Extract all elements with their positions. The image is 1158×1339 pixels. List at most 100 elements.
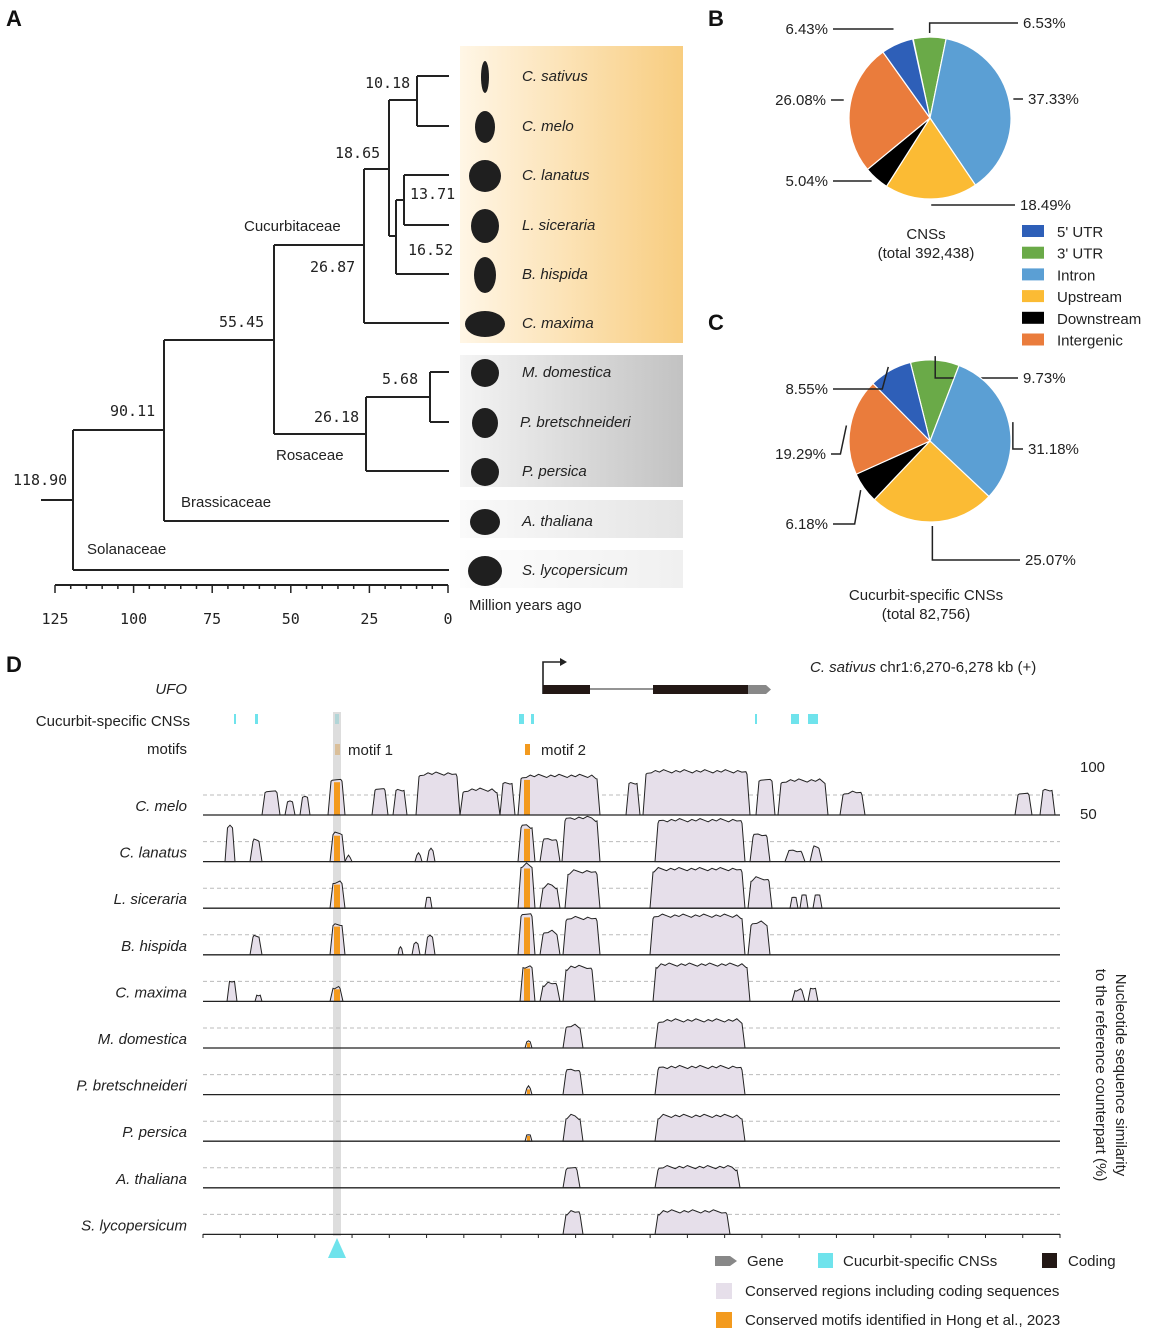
conserved-region [807,987,819,1002]
species-label: C. lanatus [522,167,590,184]
conserved-region [539,981,561,1002]
similarity-track: S. lycopersicum [81,1209,1060,1236]
conserved-region [561,815,601,863]
species-label: A. thaliana [521,513,593,530]
panel-label-a: A [6,6,22,31]
conserved-region [344,854,353,863]
cns-mark [255,714,258,724]
leader-line [1012,422,1023,450]
legend-label: Cucurbit-specific CNSs [843,1253,997,1270]
node-age-label: 13.71 [410,185,455,203]
species-label: B. hispida [522,266,588,283]
conserved-region [654,1164,741,1189]
fruit-silhouette-icon [468,556,502,586]
conserved-region [459,787,501,816]
conserved-motif [524,779,530,815]
pie-data-label: 5.04% [785,173,828,190]
axis-tick-label: 125 [41,610,68,628]
species-label: L. siceraria [522,217,595,234]
pie-subtitle: (total 82,756) [882,606,970,623]
track-species-label: C. lanatus [119,845,187,862]
cns-mark [791,714,799,724]
tss-arrowhead-icon [560,658,567,666]
track-species-label: S. lycopersicum [81,1217,187,1234]
pie-data-label: 9.73% [1023,370,1066,387]
leader-line [931,525,1020,561]
conserved-region [649,913,746,956]
conserved-region [411,941,421,956]
legend-item: 5' UTR [1022,224,1103,241]
phylogenetic-tree: 10.18 18.65 13.71 16.52 26.87 55.45 5.68 26.18 9… [13,61,631,628]
conserved-motif [527,1089,530,1095]
motif-mark [525,744,530,755]
conserved-region [371,788,389,816]
conserved-region [397,945,404,956]
clade-label: Solanaceae [87,541,166,558]
conserved-region [654,1064,746,1096]
axis-tick-label: 50 [282,610,300,628]
cns-mark [531,714,534,724]
conserved-region [426,847,436,863]
motif-label: motif 1 [348,742,393,759]
species-label: S. lycopersicum [522,562,628,579]
pie-charts: 6.53% 37.33% 18.49% 5.04% 26.08% 6.43% CNSs (to… [775,15,1141,623]
conserved-region [539,883,561,909]
pie-title: CNSs [906,226,945,243]
gene-model [542,658,771,694]
axis-tick-label: 100 [120,610,147,628]
conserved-region [562,1023,584,1049]
node-age-label: 90.11 [110,402,155,420]
conserved-motif [524,828,530,862]
pie-title: Cucurbit-specific CNSs [849,587,1003,604]
cucurbitaceae-box [460,46,683,343]
pie-data-label: 26.08% [775,92,826,109]
species-label: M. domestica [522,364,611,381]
similarity-track: B. hispida [121,913,1060,956]
track-species-label: C. maxima [115,984,187,1001]
species-label: C. sativus [522,68,588,85]
track-species-label: M. domestica [98,1031,187,1048]
fruit-silhouette-icon [472,408,498,438]
conserved-region [539,838,561,863]
track-species-label: A. thaliana [115,1171,187,1188]
conserved-region [424,896,433,909]
node-age-label: 55.45 [219,313,264,331]
fruit-silhouette-icon [471,458,499,486]
pie-chart: 6.53% 37.33% 18.49% 5.04% 26.08% 6.43% CNSs (to… [775,15,1079,262]
fruit-silhouette-icon [471,209,499,243]
species-label: P. bretschneideri [520,414,631,431]
conserved-region [784,849,806,863]
pie-slice [873,440,990,523]
fruit-silhouette-icon [470,509,500,535]
node-age-label: 26.87 [310,258,355,276]
clade-label: Brassicaceae [181,494,271,511]
similarity-track: L. siceraria [114,862,1060,909]
conserved-region [1014,792,1033,816]
axis-tick-label: 75 [203,610,221,628]
track-legend: Gene Cucurbit-specific CNSs Coding Conserve… [715,1253,1116,1329]
species-label: C. maxima [522,315,594,332]
conserved-region [564,869,601,909]
leader-line [831,425,848,455]
pie-data-label: 37.33% [1028,91,1079,108]
conserved-region [812,894,823,909]
legend-swatch [1022,225,1044,237]
conserved-region [747,920,771,956]
conserved-region [254,994,263,1002]
similarity-track: P. persica [122,1113,1060,1142]
conserved-region [517,773,601,816]
conserved-region [562,1113,584,1142]
legend-label: Intergenic [1057,333,1123,350]
conserved-region [649,866,746,909]
conserved-region [625,781,641,816]
legend-label: Conserved regions including coding seque… [745,1283,1059,1300]
cns-row-label: Cucurbit-specific CNSs [36,713,190,730]
pie-data-label: 6.18% [785,516,828,533]
conserved-region [414,851,423,863]
fruit-silhouette-icon [465,311,505,337]
legend-label: Conserved motifs identified in Hong et a… [745,1312,1060,1329]
fruit-silhouette-icon [475,111,495,143]
y-axis-title-line: Nucleotide sequence similarity [1112,974,1129,1177]
highlight-band [333,712,341,1236]
